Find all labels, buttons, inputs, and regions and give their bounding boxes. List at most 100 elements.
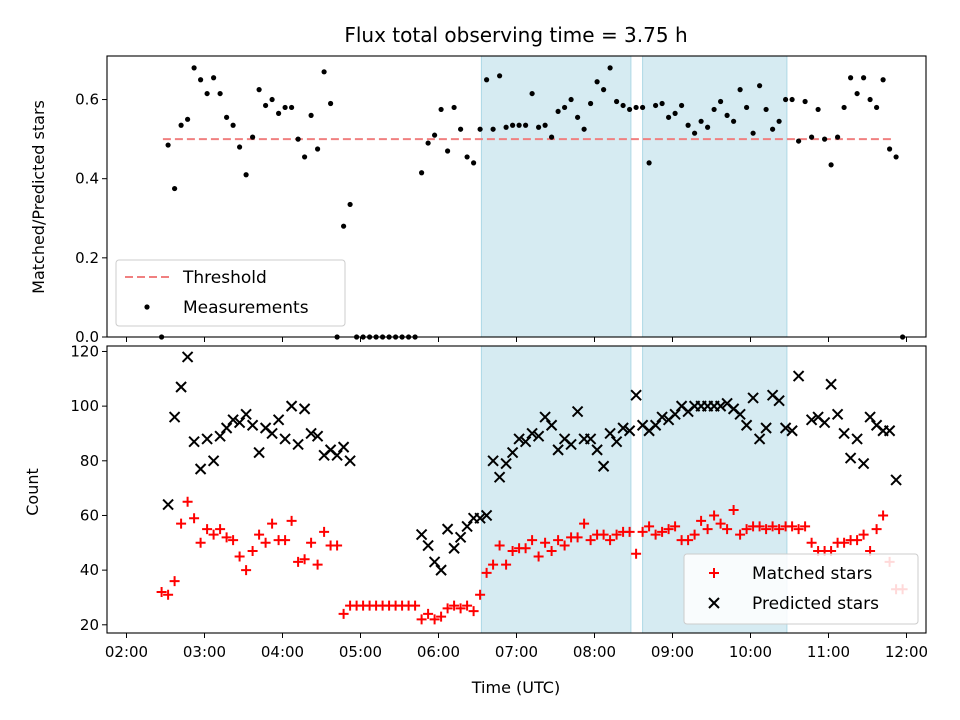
measurement-point — [822, 136, 828, 142]
predicted-stars-point — [656, 411, 668, 423]
matched-stars-point — [787, 521, 798, 532]
legend-predicted-swatch — [708, 597, 720, 609]
matched-stars-point — [423, 608, 434, 619]
predicted-stars-point — [493, 471, 506, 483]
matched-stars-point — [585, 535, 596, 546]
predicted-stars-point — [181, 351, 194, 363]
measurement-point — [581, 126, 587, 132]
measurement-point — [841, 104, 847, 111]
predicted-stars-point — [240, 408, 252, 421]
measurement-point — [698, 118, 704, 124]
y-axis-label-top: Matched/Predicted stars — [29, 100, 48, 294]
matched-stars-point — [657, 526, 668, 537]
matched-stars-point — [839, 537, 850, 548]
measurement-point — [750, 130, 756, 136]
measurement-point — [308, 112, 314, 118]
predicted-stars-point — [415, 528, 428, 541]
predicted-stars-point — [480, 509, 493, 522]
matched-stars-point — [878, 510, 889, 521]
x-tick-label: 10:00 — [729, 643, 772, 661]
measurement-point — [419, 170, 425, 176]
matched-stars-point — [501, 559, 512, 570]
measurement-point — [874, 104, 880, 111]
measurement-point — [321, 69, 327, 75]
matched-stars-point — [247, 546, 258, 556]
predicted-stars-point — [591, 444, 603, 456]
matched-stars-point — [670, 521, 681, 532]
predicted-stars-point — [597, 460, 610, 472]
measurement-point — [211, 75, 217, 81]
matched-stars-point — [208, 529, 219, 540]
measurement-point — [425, 140, 431, 146]
measurement-point — [880, 77, 886, 83]
measurement-point — [276, 110, 282, 116]
measurement-point — [451, 104, 457, 111]
measurement-point — [588, 100, 594, 107]
predicted-stars-point — [227, 414, 239, 426]
matched-stars-point — [715, 518, 726, 529]
predicted-stars-point — [344, 455, 356, 467]
matched-stars-point — [754, 521, 765, 532]
predicted-stars-point — [175, 381, 187, 393]
predicted-stars-point — [545, 419, 558, 431]
x-tick-label: 09:00 — [651, 643, 694, 661]
predicted-stars-point — [792, 370, 805, 382]
shaded-span — [480, 55, 632, 338]
matched-stars-point — [663, 524, 674, 535]
measurement-point — [763, 106, 769, 113]
measurement-point — [536, 124, 542, 130]
matched-stars-point — [455, 603, 466, 614]
predicted-stars-point — [864, 411, 876, 423]
measurement-point — [230, 122, 236, 128]
matched-stars-point — [416, 614, 427, 625]
matched-stars-point — [215, 524, 226, 535]
matched-stars-point — [260, 537, 271, 548]
matched-stars-point — [605, 535, 616, 546]
predicted-stars-point — [649, 419, 662, 431]
predicted-stars-point — [838, 427, 850, 440]
measurement-point — [685, 122, 691, 128]
predicted-stars-point — [506, 446, 519, 459]
measurement-point — [659, 100, 665, 107]
x-tick-label: 04:00 — [261, 643, 304, 661]
predicted-stars-point — [441, 523, 454, 535]
predicted-stars-point — [786, 425, 798, 437]
measurement-point — [737, 87, 743, 93]
matched-stars-point — [436, 611, 447, 622]
predicted-stars-point — [532, 430, 545, 442]
measurement-point — [770, 126, 776, 132]
matched-stars-point — [163, 589, 174, 600]
matched-stars-point — [195, 537, 206, 548]
measurement-point — [471, 160, 477, 166]
matched-stars-point — [540, 537, 551, 548]
predicted-stars-point — [500, 457, 512, 470]
y-tick-label: 20 — [80, 616, 99, 634]
matched-stars-point — [741, 524, 752, 535]
shaded-span — [642, 55, 788, 338]
measurement-point — [555, 108, 561, 115]
legend: Threshold Measurements — [115, 259, 346, 327]
predicted-stars-point — [552, 444, 564, 456]
matched-stars-point — [338, 608, 349, 619]
legend-box — [683, 553, 919, 625]
measurement-point — [198, 77, 204, 83]
matched-stars-point — [156, 587, 167, 597]
predicted-stars-point — [448, 542, 460, 554]
measurement-point — [497, 73, 503, 79]
chart-title: Flux total observing time = 3.75 h — [344, 23, 687, 47]
top-panel: 0.0 0.2 0.4 0.6 Threshold Measurements — [75, 55, 927, 346]
predicted-stars-point — [428, 556, 441, 568]
measurement-point — [867, 96, 873, 103]
legend-predicted-label: Predicted stars — [752, 594, 879, 614]
predicted-stars-point — [454, 531, 467, 544]
predicted-stars-point — [623, 425, 636, 437]
measurement-point — [341, 223, 347, 229]
x-tick-label: 07:00 — [495, 643, 538, 661]
predicted-stars-point — [168, 411, 181, 423]
legend-measurements-label: Measurements — [183, 298, 309, 318]
predicted-stars-point — [831, 408, 844, 421]
predicted-stars-point — [851, 433, 863, 445]
measurement-point — [432, 132, 438, 138]
x-tick-label: 12:00 — [885, 643, 928, 661]
